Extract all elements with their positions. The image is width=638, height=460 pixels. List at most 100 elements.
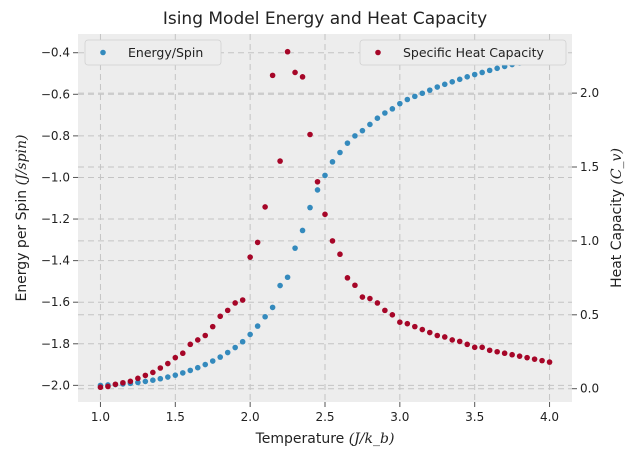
heat-capacity-point-12 bbox=[187, 341, 194, 348]
x-tick-label-4: 3.0 bbox=[390, 410, 409, 424]
heat-capacity-point-33 bbox=[344, 275, 351, 281]
heat-capacity-point-17 bbox=[224, 307, 231, 314]
heat-capacity-point-4 bbox=[127, 378, 134, 385]
heat-capacity-point-46 bbox=[441, 334, 448, 340]
heat-capacity-point-56 bbox=[516, 353, 523, 359]
legend-heat-box bbox=[359, 39, 567, 66]
heat-capacity-point-50 bbox=[471, 344, 478, 351]
heat-capacity-point-8 bbox=[157, 365, 164, 371]
y-right-tick-label-4: 2.0 bbox=[580, 86, 599, 100]
y-right-tick-label-2: 1.0 bbox=[580, 234, 599, 248]
y-right-tick-label-1: 0.5 bbox=[580, 308, 599, 322]
y-left-tick-label-3: −1.4 bbox=[41, 254, 70, 268]
energy-point-15 bbox=[209, 358, 216, 364]
energy-point-16 bbox=[217, 354, 224, 360]
x-tick-label-3: 2.5 bbox=[315, 410, 334, 424]
heat-capacity-point-51 bbox=[479, 344, 485, 351]
x-tick-label-1: 1.5 bbox=[166, 410, 185, 424]
heat-capacity-point-44 bbox=[426, 329, 433, 336]
energy-point-48 bbox=[456, 76, 463, 83]
heat-capacity-point-24 bbox=[277, 158, 283, 164]
energy-point-10 bbox=[172, 372, 179, 378]
energy-point-36 bbox=[367, 121, 373, 128]
y-left-tick-label-5: −1.0 bbox=[41, 170, 70, 184]
energy-point-40 bbox=[397, 100, 403, 107]
heat-capacity-point-2 bbox=[112, 381, 119, 388]
x-tick-label-5: 3.5 bbox=[465, 410, 484, 424]
energy-point-17 bbox=[224, 349, 231, 356]
heat-capacity-point-47 bbox=[449, 337, 456, 343]
heat-capacity-point-22 bbox=[262, 204, 268, 210]
heat-capacity-point-43 bbox=[419, 326, 426, 333]
heat-capacity-point-5 bbox=[135, 375, 141, 382]
y-left-tick-label-2: −1.6 bbox=[41, 295, 70, 309]
energy-point-22 bbox=[262, 313, 268, 320]
x-axis-label-unit: (J/k_b) bbox=[349, 431, 395, 447]
heat-capacity-point-14 bbox=[202, 332, 209, 339]
heat-capacity-point-18 bbox=[232, 300, 238, 306]
heat-capacity-point-20 bbox=[247, 254, 253, 260]
x-tick-label-2: 2.0 bbox=[241, 410, 260, 424]
y-axis-left-label-text: Energy per Spin bbox=[14, 190, 30, 302]
y-left-tick-label-8: −0.4 bbox=[41, 46, 70, 60]
legend-energy-label: Energy/Spin bbox=[128, 45, 203, 60]
energy-point-34 bbox=[352, 133, 358, 139]
ticks: 1.0 1.5 2.0 2.5 3.0 3.5 4.0 −2.0 −1.8 −1.6 −1.4 −1.… bbox=[41, 46, 599, 424]
y-axis-right-label-unit: (C_v) bbox=[609, 148, 625, 185]
energy-point-41 bbox=[404, 96, 411, 103]
y-left-tick-label-7: −0.6 bbox=[41, 87, 70, 101]
heat-capacity-point-39 bbox=[389, 312, 396, 318]
y-left-tick-label-6: −0.8 bbox=[41, 129, 70, 143]
energy-point-18 bbox=[232, 344, 238, 351]
heat-capacity-point-10 bbox=[172, 354, 179, 361]
energy-point-33 bbox=[344, 140, 351, 146]
energy-point-35 bbox=[359, 127, 366, 134]
energy-point-5 bbox=[135, 379, 141, 386]
heat-capacity-point-21 bbox=[254, 239, 261, 246]
energy-point-39 bbox=[389, 106, 396, 112]
energy-point-44 bbox=[426, 87, 433, 93]
y-axis-right-label-text: Heat Capacity bbox=[609, 189, 625, 288]
energy-point-42 bbox=[412, 93, 418, 100]
heat-capacity-point-30 bbox=[322, 211, 328, 218]
energy-point-25 bbox=[284, 274, 291, 281]
energy-point-14 bbox=[202, 361, 209, 368]
energy-point-43 bbox=[419, 90, 426, 97]
y-right-tick-label-0: 0.0 bbox=[580, 382, 599, 396]
heat-capacity-point-23 bbox=[269, 72, 276, 79]
y-left-tick-label-0: −2.0 bbox=[41, 378, 70, 392]
legend-heat: Specific Heat Capacity bbox=[359, 39, 567, 66]
energy-point-11 bbox=[179, 370, 186, 376]
heat-capacity-point-53 bbox=[494, 348, 500, 355]
energy-point-9 bbox=[165, 374, 171, 380]
heat-capacity-point-49 bbox=[464, 341, 471, 348]
energy-point-52 bbox=[486, 67, 493, 74]
energy-point-49 bbox=[464, 74, 471, 80]
heat-capacity-point-34 bbox=[352, 282, 358, 289]
y-left-tick-label-4: −1.2 bbox=[41, 212, 70, 226]
heat-capacity-point-60 bbox=[546, 359, 553, 365]
heat-capacity-point-27 bbox=[299, 74, 306, 80]
legend-heat-marker bbox=[375, 49, 381, 56]
heat-capacity-point-13 bbox=[194, 337, 201, 343]
energy-point-30 bbox=[322, 172, 328, 179]
heat-capacity-point-58 bbox=[531, 356, 538, 362]
energy-point-7 bbox=[150, 377, 156, 383]
y-left-tick-label-1: −1.8 bbox=[41, 337, 70, 351]
energy-point-6 bbox=[142, 378, 149, 385]
energy-point-37 bbox=[374, 115, 381, 121]
heat-capacity-point-16 bbox=[217, 313, 224, 320]
energy-point-51 bbox=[479, 69, 485, 76]
energy-point-46 bbox=[441, 81, 448, 88]
legend-energy-marker bbox=[100, 49, 106, 56]
energy-point-47 bbox=[449, 79, 456, 85]
energy-point-50 bbox=[471, 71, 478, 78]
heat-capacity-point-6 bbox=[142, 372, 149, 379]
heat-capacity-point-40 bbox=[397, 319, 403, 325]
heat-capacity-point-15 bbox=[209, 323, 216, 330]
x-axis-label: Temperature (J/k_b) bbox=[255, 431, 395, 447]
heat-capacity-point-1 bbox=[105, 383, 111, 390]
energy-point-8 bbox=[157, 375, 164, 382]
heat-capacity-point-41 bbox=[404, 320, 411, 327]
energy-point-29 bbox=[314, 187, 321, 193]
